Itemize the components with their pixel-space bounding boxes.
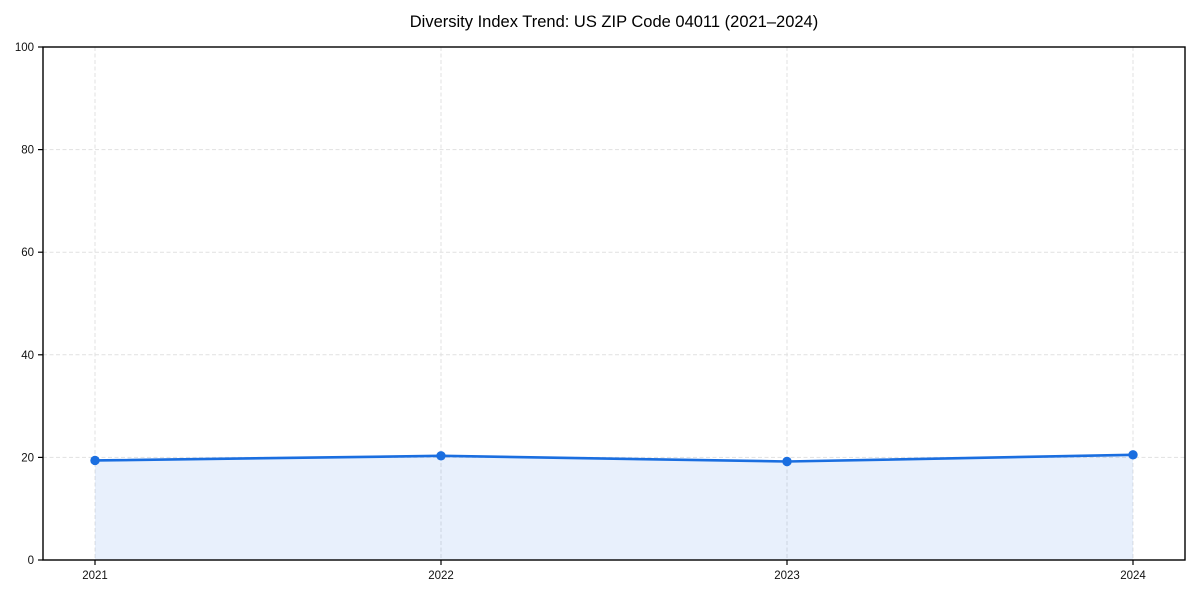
trend-line [93,453,1135,463]
data-point-marker [782,456,792,467]
y-tick-label: 80 [21,145,34,157]
y-tick-label: 20 [21,452,34,464]
plot-frame [42,46,1186,561]
x-tick-label: 2021 [82,570,108,582]
x-tick-label: 2023 [774,570,800,582]
data-point-marker [1128,450,1138,460]
x-tick-label: 2024 [1120,570,1146,582]
area-fill [95,454,1133,560]
y-tick-label: 60 [21,247,34,259]
x-tick-label: 2022 [428,570,454,582]
y-tick-label: 100 [15,42,34,54]
y-tick-label: 40 [21,350,34,362]
y-tick-label: 0 [28,555,34,567]
chart-title: Diversity Index Trend: US ZIP Code 04011… [409,13,819,31]
data-point-marker [436,451,446,461]
data-point-marker [90,455,100,466]
